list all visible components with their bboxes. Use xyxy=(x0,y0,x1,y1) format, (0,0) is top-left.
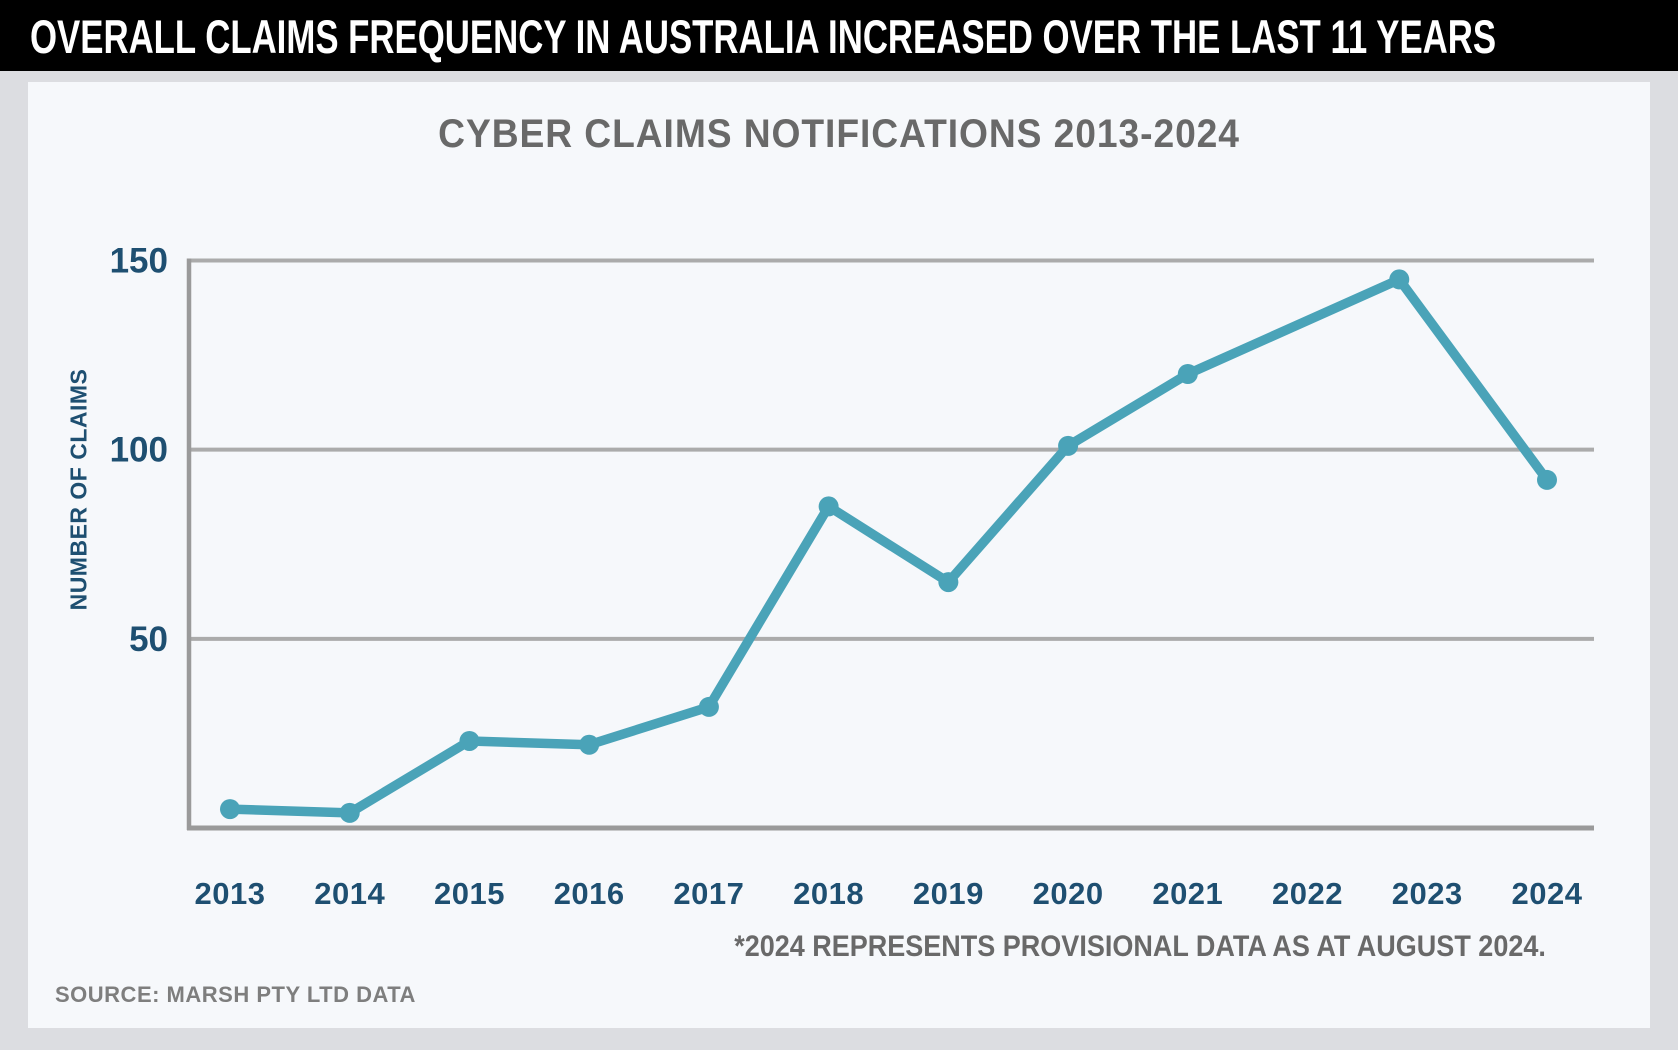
y-tick-label-100: 100 xyxy=(110,431,168,470)
x-tick-label-2022: 2022 xyxy=(1272,876,1343,911)
x-tick-label-2017: 2017 xyxy=(673,876,744,911)
data-point-2013 xyxy=(220,799,240,820)
y-tick-label-50: 50 xyxy=(129,620,168,659)
x-tick-label-2014: 2014 xyxy=(314,876,385,911)
data-point-2023 xyxy=(1389,269,1410,290)
chart-card: 150 100 50 2013 2014 2015 2016 2017 2018 2019 2020… xyxy=(28,82,1650,1028)
y-tick-label-150: 150 xyxy=(110,242,168,281)
y-axis-title: NUMBER OF CLAIMS xyxy=(65,368,92,611)
source-credit: SOURCE: MARSH PTY LTD DATA xyxy=(55,982,416,1007)
x-tick-label-2023: 2023 xyxy=(1392,876,1463,911)
data-point-2018 xyxy=(818,496,839,517)
x-tick-label-2015: 2015 xyxy=(434,876,505,911)
x-tick-label-2019: 2019 xyxy=(913,876,984,911)
line-chart: 150 100 50 2013 2014 2015 2016 2017 2018 2019 2020… xyxy=(110,242,1594,911)
data-point-2021 xyxy=(1177,364,1198,384)
data-point-2016 xyxy=(579,734,600,755)
x-tick-label-2020: 2020 xyxy=(1033,876,1104,911)
data-point-2024 xyxy=(1536,469,1557,490)
x-tick-label-2016: 2016 xyxy=(554,876,625,911)
x-tick-label-2018: 2018 xyxy=(793,876,864,911)
claims-trend-line xyxy=(225,274,1552,818)
data-point-2019 xyxy=(938,572,959,593)
x-tick-label-2024: 2024 xyxy=(1512,876,1583,911)
page-title: OVERALL CLAIMS FREQUENCY IN AUSTRALIA IN… xyxy=(30,10,1497,63)
x-tick-label-2013: 2013 xyxy=(195,876,266,911)
data-point-2014 xyxy=(339,802,360,823)
data-point-2017 xyxy=(698,696,719,717)
chart-title: CYBER CLAIMS NOTIFICATIONS 2013-2024 xyxy=(28,112,1650,157)
data-point-2015 xyxy=(459,730,480,751)
header-bar: OVERALL CLAIMS FREQUENCY IN AUSTRALIA IN… xyxy=(0,0,1678,71)
chart-title-text: CYBER CLAIMS NOTIFICATIONS 2013-2024 xyxy=(438,112,1240,156)
x-tick-label-2021: 2021 xyxy=(1152,876,1223,911)
chart-footnote: *2024 REPRESENTS PROVISIONAL DATA AS AT … xyxy=(734,930,1546,963)
data-point-2020 xyxy=(1058,435,1079,456)
